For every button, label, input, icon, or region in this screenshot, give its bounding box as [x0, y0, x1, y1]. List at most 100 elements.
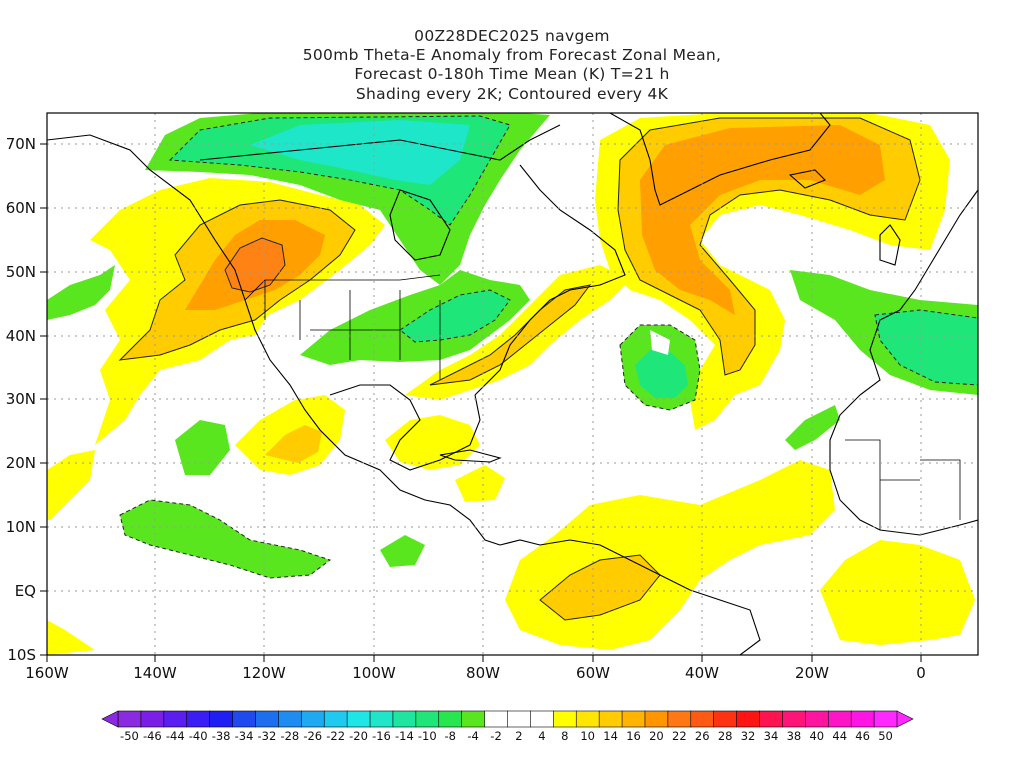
lat-label: 60N — [6, 199, 36, 217]
colorbar-label: 4 — [538, 729, 545, 743]
warm-region-africa — [820, 540, 975, 645]
colorbar-swatch — [209, 710, 234, 728]
cool-region-atlantic-mid — [635, 350, 688, 398]
warm-region-far-west — [47, 450, 95, 520]
colorbar-label: -10 — [418, 729, 437, 743]
coastline-greenland — [609, 113, 831, 206]
colorbar: -50 -46 -44 -40 -38 -34 -32 -28 -26 -22 -20 -16 -14-… — [101, 710, 914, 743]
colorbar-label: 32 — [741, 729, 756, 743]
colorbar-label: 14 — [603, 729, 618, 743]
lon-label: 0 — [916, 664, 926, 682]
colorbar-swatch — [690, 710, 715, 728]
colorbar-swatch — [621, 710, 646, 728]
colorbar-swatch — [461, 710, 486, 728]
coastline-hudson — [389, 189, 451, 261]
lat-label: 70N — [6, 135, 36, 153]
colorbar-swatch — [553, 710, 577, 728]
colorbar-label: -8 — [444, 729, 455, 743]
colorbar-arrow-right — [896, 710, 914, 728]
warm-region-south-pacific — [47, 620, 95, 655]
lat-label: 10N — [6, 518, 36, 536]
colorbar-label: 28 — [718, 729, 733, 743]
colorbar-label: 16 — [626, 729, 641, 743]
contour-line — [617, 117, 921, 376]
colorbar-swatch — [232, 710, 257, 728]
lon-label: 80W — [466, 664, 500, 682]
title-line-3: Forecast 0-180h Time Mean (K) T=21 h — [354, 65, 670, 83]
lat-label: 10S — [7, 646, 36, 664]
cool-region-tropical-pacific — [120, 500, 330, 578]
colorbar-label: -16 — [372, 729, 391, 743]
contour-line-dashed — [168, 115, 511, 226]
colorbar-swatch — [300, 710, 325, 728]
colorbar-label: 26 — [695, 729, 710, 743]
colorbar-label: -34 — [235, 729, 254, 743]
colorbar-swatch — [873, 710, 898, 728]
colorbar-label: -26 — [303, 729, 322, 743]
contour-layer — [118, 115, 978, 621]
lat-label: 40N — [6, 327, 36, 345]
colorbar-label: -2 — [490, 729, 501, 743]
coastline-arctic — [199, 124, 561, 161]
cool-region-central-pacific — [175, 420, 230, 475]
warm-region-gulf — [385, 415, 480, 470]
colorbar-swatch — [736, 710, 761, 728]
colorbar-swatch — [323, 710, 348, 728]
lat-label: EQ — [15, 582, 36, 600]
coastline-east-us — [474, 164, 626, 396]
contour-line-dashed — [119, 499, 332, 579]
colorbar-label: -20 — [349, 729, 368, 743]
colorbar-swatch — [415, 710, 440, 728]
cool-region-eq-pacific — [380, 535, 425, 567]
contour-line — [224, 237, 286, 293]
title-line-2: 500mb Theta-E Anomaly from Forecast Zona… — [302, 46, 722, 64]
colorbar-swatch — [369, 710, 394, 728]
colorbar-label: -44 — [166, 729, 185, 743]
coastline-uk — [879, 224, 901, 266]
colorbar-swatch — [117, 710, 142, 728]
colorbar-label: -32 — [258, 729, 277, 743]
colorbar-label: 46 — [855, 729, 870, 743]
coastline-cuba — [439, 449, 502, 463]
lon-label: 120W — [242, 664, 286, 682]
colorbar-swatch — [850, 710, 875, 728]
axis-ticks — [40, 143, 922, 662]
cool-region-europe-mid — [875, 310, 978, 385]
colorbar-label: 44 — [832, 729, 847, 743]
atlantic-cool-notch — [650, 330, 670, 355]
shading-layer — [47, 113, 978, 655]
lat-label: 20N — [6, 454, 36, 472]
colorbar-swatch — [140, 710, 165, 728]
colorbar-label: 22 — [672, 729, 687, 743]
colorbar-swatch — [530, 710, 554, 728]
lon-axis-labels: 160W 140W 120W 100W 80W 60W 40W 20W 0 — [25, 664, 926, 682]
coastline-north-america — [47, 134, 501, 546]
colorbar-swatch — [438, 710, 463, 728]
colorbar-label: -38 — [212, 729, 231, 743]
coastline-iceland — [788, 169, 826, 189]
coastline-south-america — [499, 539, 761, 655]
cool-region-arctic-strong — [250, 120, 470, 185]
cool-region-pacific-west — [47, 265, 115, 320]
lon-label: 60W — [576, 664, 610, 682]
contour-line-dashed — [399, 289, 511, 343]
coastline-africa — [829, 394, 978, 536]
lon-label: 20W — [795, 664, 829, 682]
contour-line-dashed — [874, 309, 978, 386]
lon-label: 40W — [685, 664, 719, 682]
colorbar-swatch — [186, 710, 211, 728]
country-borders — [244, 274, 961, 530]
plot-frame — [46, 112, 979, 656]
contour-line-dashed — [619, 324, 701, 411]
colorbar-swatch — [278, 710, 302, 728]
colorbar-label: 8 — [561, 729, 568, 743]
colorbar-swatch — [575, 710, 600, 728]
lon-label: 100W — [352, 664, 396, 682]
coastline-layer — [47, 113, 978, 655]
colorbar-label: 20 — [649, 729, 664, 743]
colorbar-label: 50 — [878, 729, 893, 743]
warm-region-mexico-mid — [265, 425, 322, 463]
warm-region-tropics — [505, 460, 835, 650]
warm-region-pacific-peak — [225, 238, 285, 292]
colorbar-label: 2 — [515, 729, 522, 743]
